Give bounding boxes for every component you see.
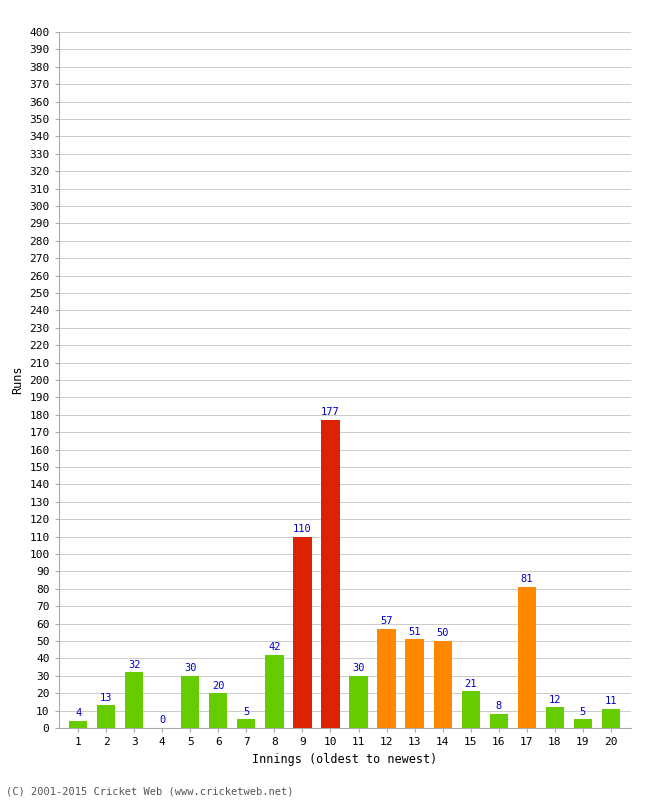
Text: 0: 0 xyxy=(159,715,165,726)
Bar xyxy=(574,719,592,728)
Text: 50: 50 xyxy=(436,628,449,638)
Text: 110: 110 xyxy=(293,524,312,534)
Bar xyxy=(321,420,339,728)
Bar xyxy=(69,721,87,728)
Bar xyxy=(97,706,115,728)
Bar xyxy=(237,719,255,728)
Bar xyxy=(406,639,424,728)
Bar xyxy=(546,707,564,728)
Bar xyxy=(181,676,200,728)
Text: 57: 57 xyxy=(380,616,393,626)
Bar xyxy=(125,672,143,728)
Text: 42: 42 xyxy=(268,642,281,652)
Bar xyxy=(378,629,396,728)
Bar xyxy=(489,714,508,728)
Text: 11: 11 xyxy=(604,696,617,706)
Text: (C) 2001-2015 Cricket Web (www.cricketweb.net): (C) 2001-2015 Cricket Web (www.cricketwe… xyxy=(6,786,294,796)
Text: 20: 20 xyxy=(212,681,224,690)
Bar xyxy=(517,587,536,728)
Bar xyxy=(265,655,283,728)
Bar xyxy=(462,691,480,728)
Text: 32: 32 xyxy=(128,660,140,670)
Y-axis label: Runs: Runs xyxy=(10,366,23,394)
Text: 30: 30 xyxy=(352,663,365,673)
Bar xyxy=(293,537,311,728)
Text: 12: 12 xyxy=(549,694,561,705)
Bar xyxy=(434,641,452,728)
Text: 8: 8 xyxy=(495,702,502,711)
Bar xyxy=(350,676,368,728)
Text: 4: 4 xyxy=(75,709,81,718)
Bar xyxy=(209,693,228,728)
Text: 5: 5 xyxy=(243,706,250,717)
Text: 13: 13 xyxy=(100,693,112,702)
Text: 21: 21 xyxy=(465,679,477,689)
Text: 30: 30 xyxy=(184,663,196,673)
X-axis label: Innings (oldest to newest): Innings (oldest to newest) xyxy=(252,753,437,766)
Text: 51: 51 xyxy=(408,626,421,637)
Text: 81: 81 xyxy=(521,574,533,585)
Text: 177: 177 xyxy=(321,407,340,418)
Bar xyxy=(602,709,620,728)
Text: 5: 5 xyxy=(580,706,586,717)
